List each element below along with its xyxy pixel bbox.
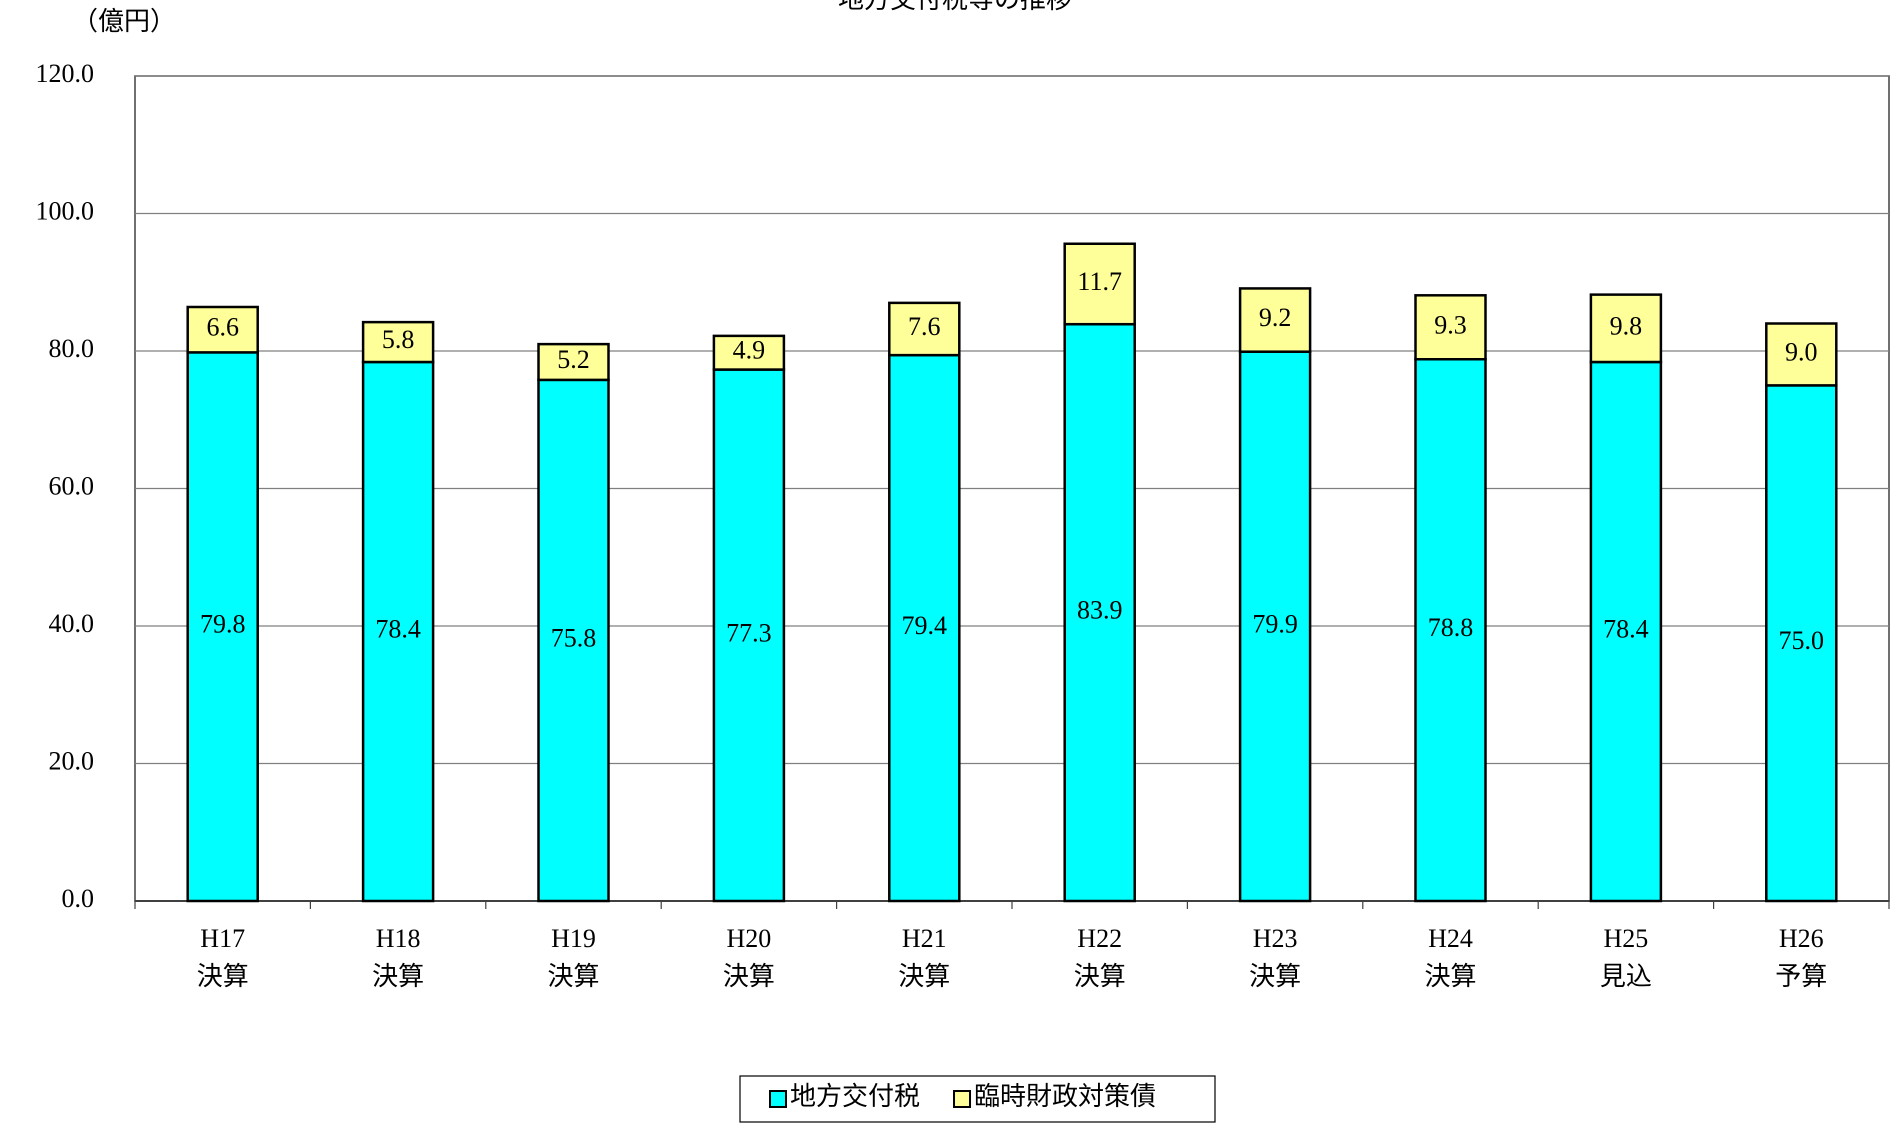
x-tick-label: 決算: [1074, 962, 1126, 991]
bar-segment: [1765, 384, 1838, 903]
data-label: 79.4: [902, 611, 948, 640]
x-tick-label: H24: [1428, 924, 1473, 953]
data-label: 11.7: [1077, 267, 1122, 296]
bar-segment: [888, 353, 961, 903]
data-label: 75.0: [1779, 626, 1825, 655]
y-tick-label: 40.0: [49, 609, 95, 638]
x-tick-label: 決算: [1424, 962, 1476, 991]
x-tick-label: H18: [376, 924, 421, 953]
bar-segment: [712, 334, 786, 371]
y-tick-label: 0.0: [62, 884, 95, 913]
data-label: 9.0: [1785, 337, 1818, 366]
legend-box: [739, 1075, 1216, 1123]
x-tick-label: H22: [1077, 924, 1122, 953]
x-tick-label: H20: [727, 924, 772, 953]
x-tick-label: H19: [551, 924, 596, 953]
legend-swatch: [769, 1090, 787, 1108]
bar-segment: [1589, 360, 1663, 903]
x-tick-label: 決算: [723, 962, 775, 991]
x-tick-label: 見込: [1600, 962, 1652, 991]
data-label: 78.4: [375, 614, 421, 643]
data-label: 78.4: [1603, 614, 1649, 643]
x-tick-label: H23: [1253, 924, 1298, 953]
data-label: 9.3: [1434, 310, 1467, 339]
data-label: 75.8: [551, 623, 597, 652]
bar-segment: [537, 378, 610, 903]
bar-segment: [1238, 287, 1312, 353]
bar-segment: [1414, 294, 1487, 361]
x-tick-label: 決算: [547, 962, 599, 991]
y-tick-label: 120.0: [36, 59, 95, 88]
data-label: 79.8: [200, 610, 246, 639]
x-tick-label: H25: [1604, 924, 1649, 953]
x-tick-label: H21: [902, 924, 947, 953]
bar-segment: [361, 360, 435, 903]
data-label: 79.9: [1252, 609, 1298, 638]
bar-segment: [1063, 322, 1136, 903]
bar-segment: [361, 320, 435, 364]
x-tick-label: 決算: [197, 962, 249, 991]
data-label: 83.9: [1077, 596, 1123, 625]
x-tick-label: 決算: [372, 962, 424, 991]
x-tick-label: H26: [1779, 924, 1824, 953]
bar-segment: [1063, 242, 1136, 326]
x-tick-label: 予算: [1775, 962, 1827, 991]
data-label: 78.8: [1428, 613, 1474, 642]
y-axis-label: （億円）: [72, 7, 176, 36]
y-tick-label: 100.0: [36, 196, 95, 225]
bar-segment: [1589, 293, 1663, 364]
x-tick-label: 決算: [1249, 962, 1301, 991]
data-label: 4.9: [733, 336, 766, 365]
legend-label: 地方交付税: [790, 1082, 920, 1111]
data-label: 7.6: [908, 312, 941, 341]
bar-segment: [537, 342, 610, 382]
y-tick-label: 60.0: [49, 471, 95, 500]
bar-segment: [1238, 350, 1312, 903]
bar-segment: [712, 368, 786, 903]
legend-label: 臨時財政対策債: [974, 1082, 1156, 1111]
y-tick-label: 80.0: [49, 334, 95, 363]
data-label: 9.2: [1259, 303, 1292, 332]
y-tick-label: 20.0: [49, 746, 95, 775]
data-label: 6.6: [206, 313, 239, 342]
data-label: 5.2: [557, 345, 590, 374]
data-label: 77.3: [726, 618, 772, 647]
data-label: 9.8: [1610, 311, 1643, 340]
bar-segment: [1414, 358, 1487, 903]
chart-title: 地方交付税等の推移: [838, 0, 1072, 14]
bar-segment: [186, 351, 259, 903]
x-tick-label: 決算: [898, 962, 950, 991]
data-label: 5.8: [382, 325, 415, 354]
bar-segment: [888, 301, 961, 357]
x-tick-label: H17: [200, 924, 245, 953]
legend-swatch: [953, 1090, 972, 1108]
bar-segment: [186, 305, 259, 354]
bar-segment: [1765, 322, 1838, 387]
